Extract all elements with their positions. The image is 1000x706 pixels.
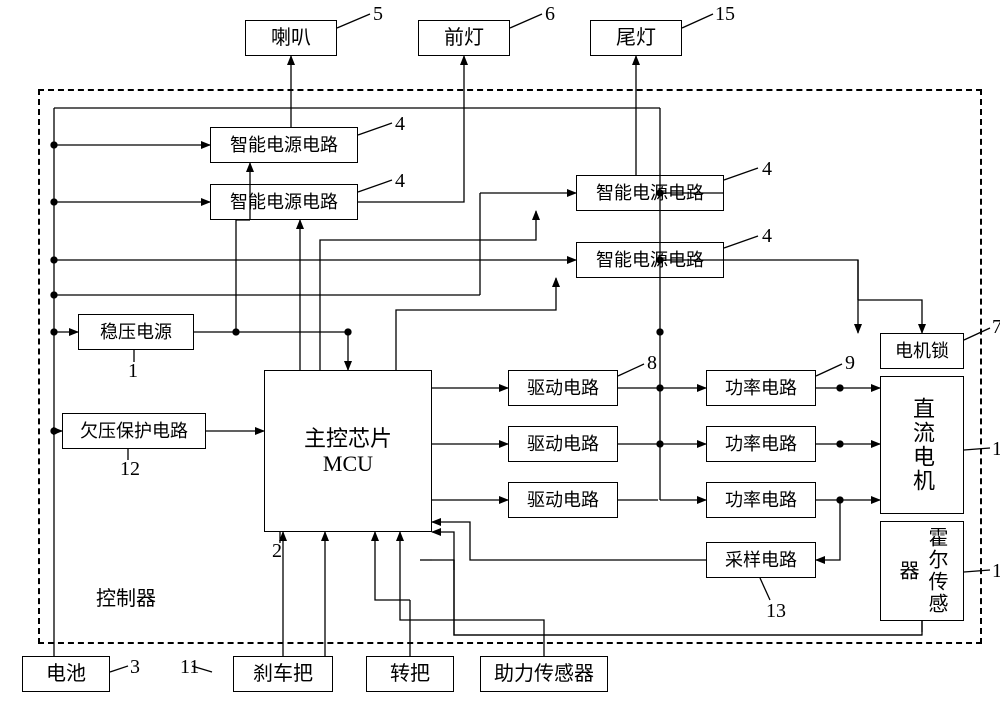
lead-4b: 4 bbox=[395, 170, 405, 193]
block-sps2: 智能电源电路 bbox=[210, 184, 358, 220]
lead-13: 13 bbox=[766, 600, 786, 623]
label: 电机锁 bbox=[895, 341, 949, 362]
block-uvp: 欠压保护电路 bbox=[62, 413, 206, 449]
label: 功率电路 bbox=[725, 490, 797, 511]
lead-4d: 4 bbox=[762, 225, 772, 248]
block-assist: 助力传感器 bbox=[480, 656, 608, 692]
label: 驱动电路 bbox=[527, 490, 599, 511]
label: 功率电路 bbox=[725, 434, 797, 455]
lead-14: 14 bbox=[992, 560, 1000, 583]
label: 霍尔传感器 bbox=[893, 522, 951, 620]
lead-1: 1 bbox=[128, 360, 138, 383]
label: 刹车把 bbox=[253, 663, 313, 686]
block-brake: 刹车把 bbox=[233, 656, 333, 692]
block-drv2: 驱动电路 bbox=[508, 426, 618, 462]
block-battery: 电池 bbox=[22, 656, 110, 692]
block-drv3: 驱动电路 bbox=[508, 482, 618, 518]
lead-10: 10 bbox=[992, 438, 1000, 461]
block-taillight: 尾灯 bbox=[590, 20, 682, 56]
label: 智能电源电路 bbox=[230, 192, 338, 213]
block-drv1: 驱动电路 bbox=[508, 370, 618, 406]
label: 欠压保护电路 bbox=[80, 421, 188, 442]
lead-9: 9 bbox=[845, 352, 855, 375]
block-pwr1: 功率电路 bbox=[706, 370, 816, 406]
label: 驱动电路 bbox=[527, 434, 599, 455]
lead-5: 5 bbox=[373, 3, 383, 26]
lead-3: 3 bbox=[130, 656, 140, 679]
label: 助力传感器 bbox=[494, 663, 594, 686]
block-vreg: 稳压电源 bbox=[78, 314, 194, 350]
lead-4c: 4 bbox=[762, 158, 772, 181]
label: 主控芯片 MCU bbox=[304, 426, 392, 477]
controller-boundary bbox=[38, 89, 982, 644]
label: 智能电源电路 bbox=[596, 250, 704, 271]
block-headlight: 前灯 bbox=[418, 20, 510, 56]
block-mcu: 主控芯片 MCU bbox=[264, 370, 432, 532]
lead-7: 7 bbox=[992, 316, 1000, 339]
block-sps1: 智能电源电路 bbox=[210, 127, 358, 163]
block-speaker: 喇叭 bbox=[245, 20, 337, 56]
label: 电池 bbox=[46, 663, 86, 686]
label: 尾灯 bbox=[616, 27, 656, 50]
label: 智能电源电路 bbox=[230, 135, 338, 156]
block-pwr3: 功率电路 bbox=[706, 482, 816, 518]
label: 采样电路 bbox=[725, 550, 797, 571]
lead-15: 15 bbox=[715, 3, 735, 26]
block-sps4: 智能电源电路 bbox=[576, 242, 724, 278]
lead-4a: 4 bbox=[395, 113, 405, 136]
block-motor: 直流电机 bbox=[880, 376, 964, 514]
lead-8: 8 bbox=[647, 352, 657, 375]
label: 前灯 bbox=[444, 27, 484, 50]
lead-6: 6 bbox=[545, 3, 555, 26]
block-mlock: 电机锁 bbox=[880, 333, 964, 369]
label: 智能电源电路 bbox=[596, 183, 704, 204]
block-turn: 转把 bbox=[366, 656, 454, 692]
lead-12: 12 bbox=[120, 458, 140, 481]
block-pwr2: 功率电路 bbox=[706, 426, 816, 462]
block-hall: 霍尔传感器 bbox=[880, 521, 964, 621]
block-sps3: 智能电源电路 bbox=[576, 175, 724, 211]
label: 稳压电源 bbox=[100, 322, 172, 343]
label: 直流电机 bbox=[906, 397, 938, 493]
block-sample: 采样电路 bbox=[706, 542, 816, 578]
label: 驱动电路 bbox=[527, 378, 599, 399]
label: 功率电路 bbox=[725, 378, 797, 399]
lead-11: 11 bbox=[180, 656, 199, 679]
label: 转把 bbox=[390, 663, 430, 686]
controller-label: 控制器 bbox=[96, 582, 156, 611]
lead-2: 2 bbox=[272, 540, 282, 563]
label: 喇叭 bbox=[271, 27, 311, 50]
